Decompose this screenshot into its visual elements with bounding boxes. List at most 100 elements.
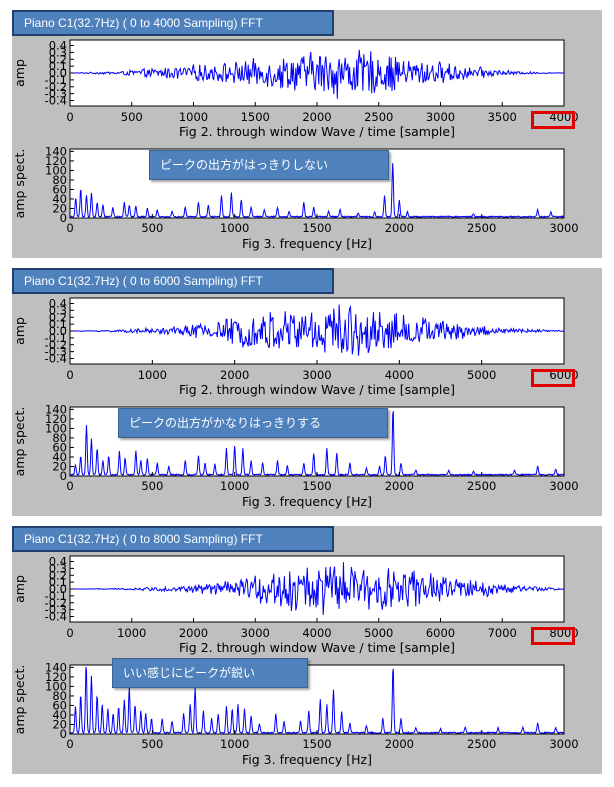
wave-ytick-label: 0.1 bbox=[49, 575, 67, 589]
wave-ytick-label: 0.0 bbox=[49, 66, 67, 80]
wave-xtick-label: 0 bbox=[66, 626, 73, 640]
wave-ytick-label: 0.4 bbox=[49, 555, 67, 569]
wave-xlabel: Fig 2. through window Wave / time [sampl… bbox=[179, 640, 455, 655]
spectrum-ytick-label: 120 bbox=[45, 412, 67, 426]
spectrum-ytick-label: 40 bbox=[52, 708, 67, 722]
wave-xtick-label: 5000 bbox=[467, 368, 496, 382]
spectrum-xtick-label: 2500 bbox=[467, 737, 496, 751]
spectrum-xlabel: Fig 3. frequency [Hz] bbox=[242, 752, 372, 767]
spectrum-ytick-label: 0 bbox=[60, 727, 67, 741]
wave-ylabel: amp bbox=[12, 59, 27, 87]
fft-figure-6000: 0 1000 2000 3000 4000 5000 60000.40.30.20.10.0… bbox=[12, 297, 579, 510]
wave-ylabel: amp bbox=[12, 575, 27, 603]
spectrum-ytick-label: 60 bbox=[52, 698, 67, 712]
spectrum-xlabel: Fig 3. frequency [Hz] bbox=[242, 494, 372, 509]
spectrum-xtick-label: 1500 bbox=[302, 737, 331, 751]
wave-xtick-label: 3500 bbox=[488, 110, 517, 124]
spectrum-ylabel: amp spect. bbox=[12, 665, 27, 735]
spectrum-xtick-label: 3000 bbox=[549, 737, 578, 751]
spectrum-ytick-label: 40 bbox=[52, 450, 67, 464]
wave-xtick-label: 2000 bbox=[220, 368, 249, 382]
spectrum-xtick-label: 1000 bbox=[220, 737, 249, 751]
spectrum-ytick-label: 20 bbox=[52, 201, 67, 215]
wave-ytick-label: -0.4 bbox=[45, 94, 67, 108]
spectrum-xtick-label: 0 bbox=[66, 221, 73, 235]
spectrum-xtick-label: 2000 bbox=[385, 737, 414, 751]
wave-xtick-label: 1500 bbox=[241, 110, 270, 124]
panel-banner: Piano C1(32.7Hz) ( 0 to 4000 Sampling) F… bbox=[12, 10, 334, 36]
wave-series-line bbox=[70, 304, 565, 356]
wave-xtick-label: 3000 bbox=[302, 368, 331, 382]
spectrum-ytick-label: 80 bbox=[52, 431, 67, 445]
wave-plot-area bbox=[70, 298, 564, 364]
spectrum-ytick-label: 0 bbox=[60, 469, 67, 483]
wave-xlabel: Fig 2. through window Wave / time [sampl… bbox=[179, 124, 455, 139]
wave-ytick-label: -0.4 bbox=[45, 352, 67, 366]
wave-ytick-label: 0.0 bbox=[49, 582, 67, 596]
spectrum-ytick-label: 0 bbox=[60, 211, 67, 225]
wave-ytick-label: -0.2 bbox=[45, 338, 67, 352]
spectrum-ytick-label: 80 bbox=[52, 689, 67, 703]
wave-ytick-label: -0.3 bbox=[45, 87, 67, 101]
wave-ytick-label: 0.2 bbox=[49, 310, 67, 324]
wave-ytick-label: -0.1 bbox=[45, 331, 67, 345]
spectrum-xtick-label: 3000 bbox=[549, 479, 578, 493]
callout-note: ピークの出方がかなりはっきりする bbox=[118, 408, 388, 438]
wave-xtick-label: 1000 bbox=[179, 110, 208, 124]
wave-ytick-label: 0.1 bbox=[49, 317, 67, 331]
spectrum-ytick-label: 80 bbox=[52, 173, 67, 187]
spectrum-xtick-label: 3000 bbox=[549, 221, 578, 235]
wave-xtick-label: 1000 bbox=[138, 368, 167, 382]
panel-banner: Piano C1(32.7Hz) ( 0 to 6000 Sampling) F… bbox=[12, 268, 334, 294]
fft-panel-6000: 0 1000 2000 3000 4000 5000 6000 0.4 0.3 0.2 0.1 0.0… bbox=[12, 268, 602, 516]
wave-ytick-label: 0.2 bbox=[49, 52, 67, 66]
fft-figure-8000: 0 1000 2000 3000 4000 5000 6000 7000 80000.40.30… bbox=[12, 555, 579, 768]
wave-ytick-label: 0.4 bbox=[49, 39, 67, 53]
fft-panel-8000: 0 1000 2000 3000 4000 5000 6000 7000 8000 0.4 0.3 0… bbox=[12, 526, 602, 774]
wave-xtick-label: 3000 bbox=[426, 110, 455, 124]
wave-xtick-label: 0 bbox=[66, 368, 73, 382]
spectrum-ylabel: amp spect. bbox=[12, 407, 27, 477]
wave-ytick-label: -0.2 bbox=[45, 596, 67, 610]
wave-ytick-label: 0.4 bbox=[49, 297, 67, 311]
highlight-box bbox=[531, 111, 575, 129]
spectrum-xtick-label: 500 bbox=[141, 737, 163, 751]
wave-xtick-label: 500 bbox=[121, 110, 143, 124]
spectrum-ytick-label: 120 bbox=[45, 670, 67, 684]
spectrum-xtick-label: 1000 bbox=[220, 479, 249, 493]
wave-xtick-label: 3000 bbox=[241, 626, 270, 640]
spectrum-xtick-label: 2500 bbox=[467, 479, 496, 493]
wave-ytick-label: -0.1 bbox=[45, 73, 67, 87]
spectrum-ytick-label: 120 bbox=[45, 154, 67, 168]
wave-ytick-label: -0.1 bbox=[45, 589, 67, 603]
spectrum-ytick-label: 20 bbox=[52, 459, 67, 473]
callout-note: ピークの出方がはっきりしない bbox=[149, 150, 389, 180]
highlight-box bbox=[531, 627, 575, 645]
spectrum-xtick-label: 2500 bbox=[467, 221, 496, 235]
wave-series-line bbox=[70, 562, 565, 615]
wave-xtick-label: 2000 bbox=[302, 110, 331, 124]
spectrum-xtick-label: 500 bbox=[141, 221, 163, 235]
spectrum-ytick-label: 60 bbox=[52, 182, 67, 196]
spectrum-xtick-label: 2000 bbox=[385, 221, 414, 235]
wave-xtick-label: 1000 bbox=[117, 626, 146, 640]
spectrum-ytick-label: 20 bbox=[52, 717, 67, 731]
wave-ylabel: amp bbox=[12, 317, 27, 345]
wave-xtick-label: 2500 bbox=[364, 110, 393, 124]
spectrum-ytick-label: 100 bbox=[45, 163, 67, 177]
wave-ytick-label: 0.0 bbox=[49, 324, 67, 338]
spectrum-ytick-label: 100 bbox=[45, 679, 67, 693]
wave-ytick-label: -0.3 bbox=[45, 603, 67, 617]
wave-ytick-label: -0.2 bbox=[45, 80, 67, 94]
wave-series-line bbox=[70, 49, 564, 99]
spectrum-xtick-label: 500 bbox=[141, 479, 163, 493]
spectrum-ytick-label: 140 bbox=[45, 144, 67, 158]
spectrum-ytick-label: 140 bbox=[45, 660, 67, 674]
panel-banner: Piano C1(32.7Hz) ( 0 to 8000 Sampling) F… bbox=[12, 526, 334, 552]
spectrum-xlabel: Fig 3. frequency [Hz] bbox=[242, 236, 372, 251]
spectrum-xtick-label: 0 bbox=[66, 479, 73, 493]
wave-xlabel: Fig 2. through window Wave / time [sampl… bbox=[179, 382, 455, 397]
wave-ytick-label: 0.3 bbox=[49, 303, 67, 317]
wave-xtick-label: 4000 bbox=[385, 368, 414, 382]
spectrum-xtick-label: 1500 bbox=[302, 221, 331, 235]
